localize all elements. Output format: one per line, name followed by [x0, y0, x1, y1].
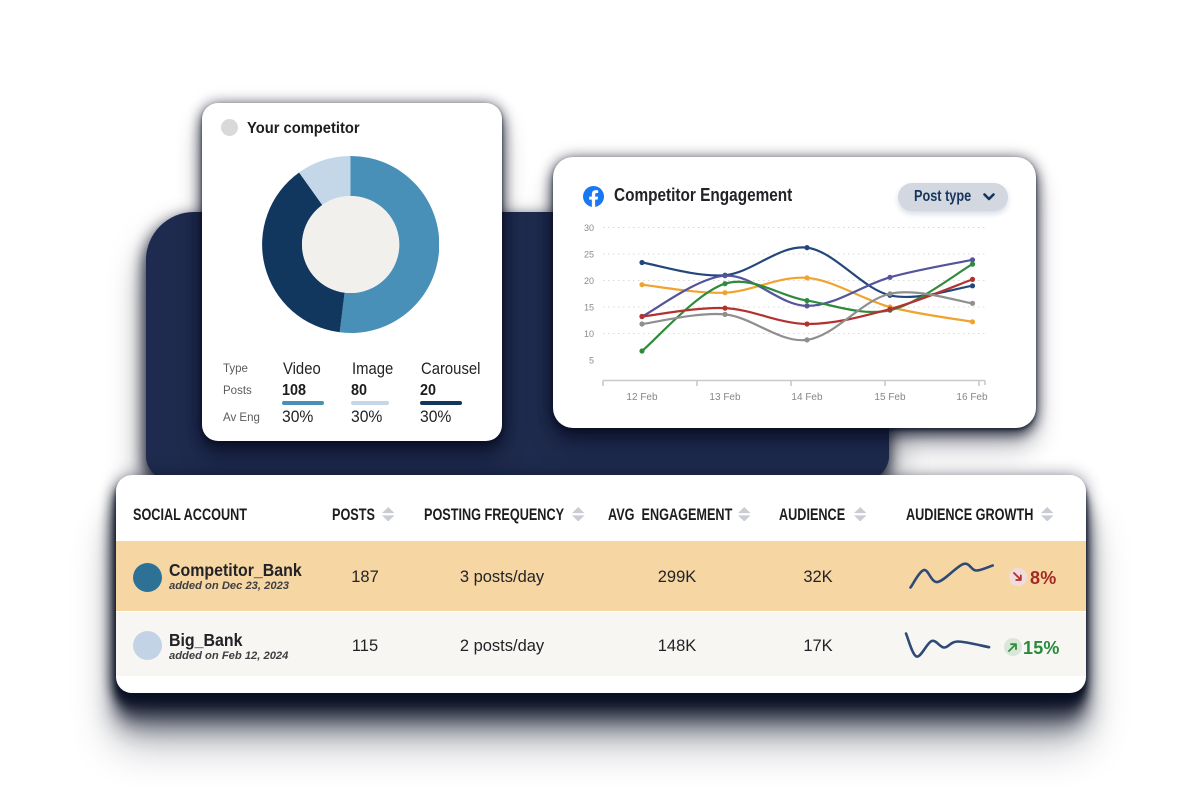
svg-text:15: 15: [584, 303, 594, 313]
svg-text:12 Feb: 12 Feb: [626, 392, 658, 403]
svg-text:10: 10: [584, 329, 594, 339]
svg-text:15 Feb: 15 Feb: [874, 392, 906, 403]
svg-text:5: 5: [589, 356, 594, 366]
svg-text:16 Feb: 16 Feb: [956, 392, 988, 403]
svg-text:13 Feb: 13 Feb: [709, 392, 741, 403]
svg-text:30: 30: [584, 223, 594, 233]
svg-text:14 Feb: 14 Feb: [791, 392, 823, 403]
svg-text:20: 20: [584, 276, 594, 286]
svg-text:25: 25: [584, 250, 594, 260]
